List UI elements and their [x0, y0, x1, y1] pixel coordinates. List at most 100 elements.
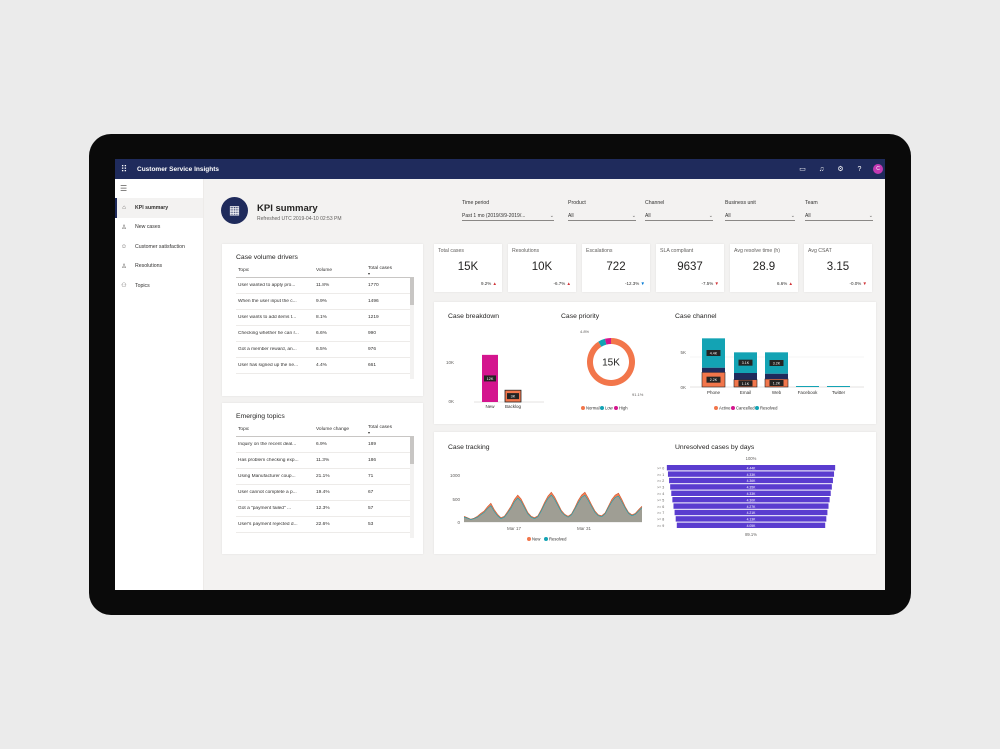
legend-label: Normal [586, 406, 600, 411]
y-tick-label: 0K [680, 385, 686, 390]
table-row[interactable]: Using Manufacturer coup... 21.1% 71 [236, 469, 412, 485]
y-tick-label: 10K [446, 360, 454, 365]
filter-dropdown[interactable]: All ⌄ [805, 212, 873, 221]
sidebar-item-customer-satisfaction[interactable]: ☺ Customer satisfaction [115, 237, 203, 257]
legend-swatch [527, 537, 531, 541]
chat-icon[interactable]: ▭ [799, 166, 806, 173]
kpi-delta: -6.7% ▲ [554, 281, 572, 286]
kpi-delta-value: 6.6% [777, 281, 788, 286]
filter-dropdown[interactable]: All ⌄ [645, 212, 713, 221]
data-label: 4.33K [747, 492, 757, 496]
bell-icon[interactable]: ♫ [818, 165, 825, 173]
y-tick-label: >= 0 [657, 466, 664, 470]
column-header[interactable]: Volume change [316, 427, 350, 432]
kpi-delta-value: 9.2% [481, 281, 492, 286]
cell-topic: Inquiry on the recent deal... [238, 442, 297, 447]
x-tick-label: Facebook [798, 390, 819, 395]
pie-slice [598, 338, 607, 347]
y-tick-label: >= 2 [657, 479, 664, 483]
scrollbar-thumb[interactable] [410, 436, 414, 464]
cell-total: 1496 [368, 299, 379, 304]
sidebar-item-topics[interactable]: ⚇ Topics [115, 276, 203, 296]
sort-desc-icon: ▾ [368, 270, 371, 276]
table-row[interactable]: Has problem checking exp... 11.3% 186 [236, 453, 412, 469]
column-header-sorted[interactable]: Total cases ▾ [364, 266, 400, 276]
chart-title: Case breakdown [448, 313, 500, 320]
table-row[interactable]: Got a member reward, an... 6.5% 976 [236, 342, 412, 358]
column-header[interactable]: Volume [316, 268, 332, 273]
chevron-down-icon: ⌄ [708, 213, 713, 219]
cell-total: 53 [368, 522, 374, 527]
sidebar-item-resolutions[interactable]: ♙ Resolutions [115, 257, 203, 277]
app-title: Customer Service Insights [137, 165, 219, 173]
kpi-avg-csat[interactable]: Avg CSAT 3.15 -0.0% ▼ [804, 244, 872, 292]
filter-value: Past 1 mo (2019/3/9-2019/... [462, 213, 526, 219]
sidebar-item-label: New cases [135, 224, 161, 231]
legend-label: Cancelled [736, 406, 755, 411]
data-label: 12K [487, 377, 494, 381]
cell-topic: Got a "payment failed" ... [238, 506, 292, 511]
sidebar: ☰ ⌂ KPI summary ♙ New cases ☺ Customer s… [115, 179, 204, 590]
kpi-avg-resolve-time[interactable]: Avg resolve time (h) 28.9 6.6% ▲ [730, 244, 798, 292]
cell-topic: User's payment rejected d... [238, 522, 298, 527]
kpi-sla-compliant[interactable]: SLA compliant 9637 -7.5% ▼ [656, 244, 724, 292]
table-row[interactable]: Got a "payment failed" ... 12.3% 57 [236, 501, 412, 517]
table-header: Topic Volume change Total cases ▾ [236, 423, 412, 437]
filter-time-period[interactable]: Time period Past 1 mo (2019/3/9-2019/...… [462, 200, 554, 221]
sidebar-item-new-cases[interactable]: ♙ New cases [115, 218, 203, 238]
kpi-delta: 6.6% ▲ [777, 281, 793, 286]
stacked-bar-segment [796, 386, 819, 387]
column-header[interactable]: Topic [238, 427, 250, 432]
x-tick-label: Phone [707, 390, 721, 395]
kpi-label: Escalations [586, 248, 613, 254]
table-row[interactable]: User wanted to apply pro... 11.8% 1770 [236, 278, 412, 294]
legend-label: New [532, 537, 541, 542]
filter-dropdown[interactable]: All ⌄ [725, 212, 795, 221]
help-icon[interactable]: ? [857, 165, 862, 173]
scrollbar[interactable] [410, 436, 414, 538]
data-label-bg [738, 380, 753, 387]
table-row[interactable]: Inquiry on the recent deal... 6.9% 189 [236, 437, 412, 453]
table-row[interactable]: User cannot complete a p... 19.4% 67 [236, 485, 412, 501]
table-row[interactable]: User has signed up the ne... 4.4% 661 [236, 358, 412, 374]
column-header[interactable]: Topic [238, 268, 250, 273]
data-label: 4.05K [747, 524, 757, 528]
kpi-escalations[interactable]: Escalations 722 -12.3% ▼ [582, 244, 650, 292]
funnel-bar [675, 516, 827, 522]
kpi-label: Avg CSAT [808, 248, 832, 254]
filter-product[interactable]: Product All ⌄ [568, 200, 636, 221]
filter-dropdown[interactable]: Past 1 mo (2019/3/9-2019/... ⌄ [462, 212, 554, 221]
scrollbar-thumb[interactable] [410, 277, 414, 305]
funnel-bar [671, 490, 831, 496]
data-label: 4.35K [747, 486, 757, 490]
sidebar-item-kpi-summary[interactable]: ⌂ KPI summary [115, 198, 203, 218]
kpi-total-cases[interactable]: Total cases 15K 9.2% ▲ [434, 244, 502, 292]
slice-annotation: 91.1% [632, 392, 644, 397]
sidebar-item-label: Topics [135, 282, 150, 289]
kpi-resolutions[interactable]: Resolutions 10K -6.7% ▲ [508, 244, 576, 292]
cell-topic: User has signed up the ne... [238, 363, 298, 368]
y-tick-label: >= 6 [657, 505, 664, 509]
table-row[interactable]: Checking whether he can r... 6.6% 990 [236, 326, 412, 342]
gear-icon[interactable]: ⚙ [837, 166, 844, 173]
x-tick-label: New [485, 404, 495, 409]
filter-team[interactable]: Team All ⌄ [805, 200, 873, 221]
data-label: 2.2K [710, 378, 718, 382]
waffle-icon[interactable]: ⠿ [120, 164, 128, 174]
data-label: 4.4K [710, 352, 718, 356]
hamburger-icon[interactable]: ☰ [120, 184, 128, 193]
scrollbar[interactable] [410, 277, 414, 379]
avatar[interactable]: C [873, 164, 883, 174]
chevron-down-icon: ⌄ [549, 213, 554, 219]
table-row[interactable]: User wants to add items t... 8.1% 1219 [236, 310, 412, 326]
table-row[interactable]: User's payment rejected d... 22.6% 53 [236, 517, 412, 533]
cell-volume-change: 21.1% [316, 474, 330, 479]
filter-business-unit[interactable]: Business unit All ⌄ [725, 200, 795, 221]
filter-dropdown[interactable]: All ⌄ [568, 212, 636, 221]
triangle-down-icon: ▼ [862, 281, 867, 286]
kpi-label: Avg resolve time (h) [734, 248, 781, 254]
kpi-label: SLA compliant [660, 248, 694, 254]
filter-channel[interactable]: Channel All ⌄ [645, 200, 713, 221]
column-header-sorted[interactable]: Total cases ▾ [364, 425, 400, 435]
table-row[interactable]: When the user input the c... 9.9% 1496 [236, 294, 412, 310]
